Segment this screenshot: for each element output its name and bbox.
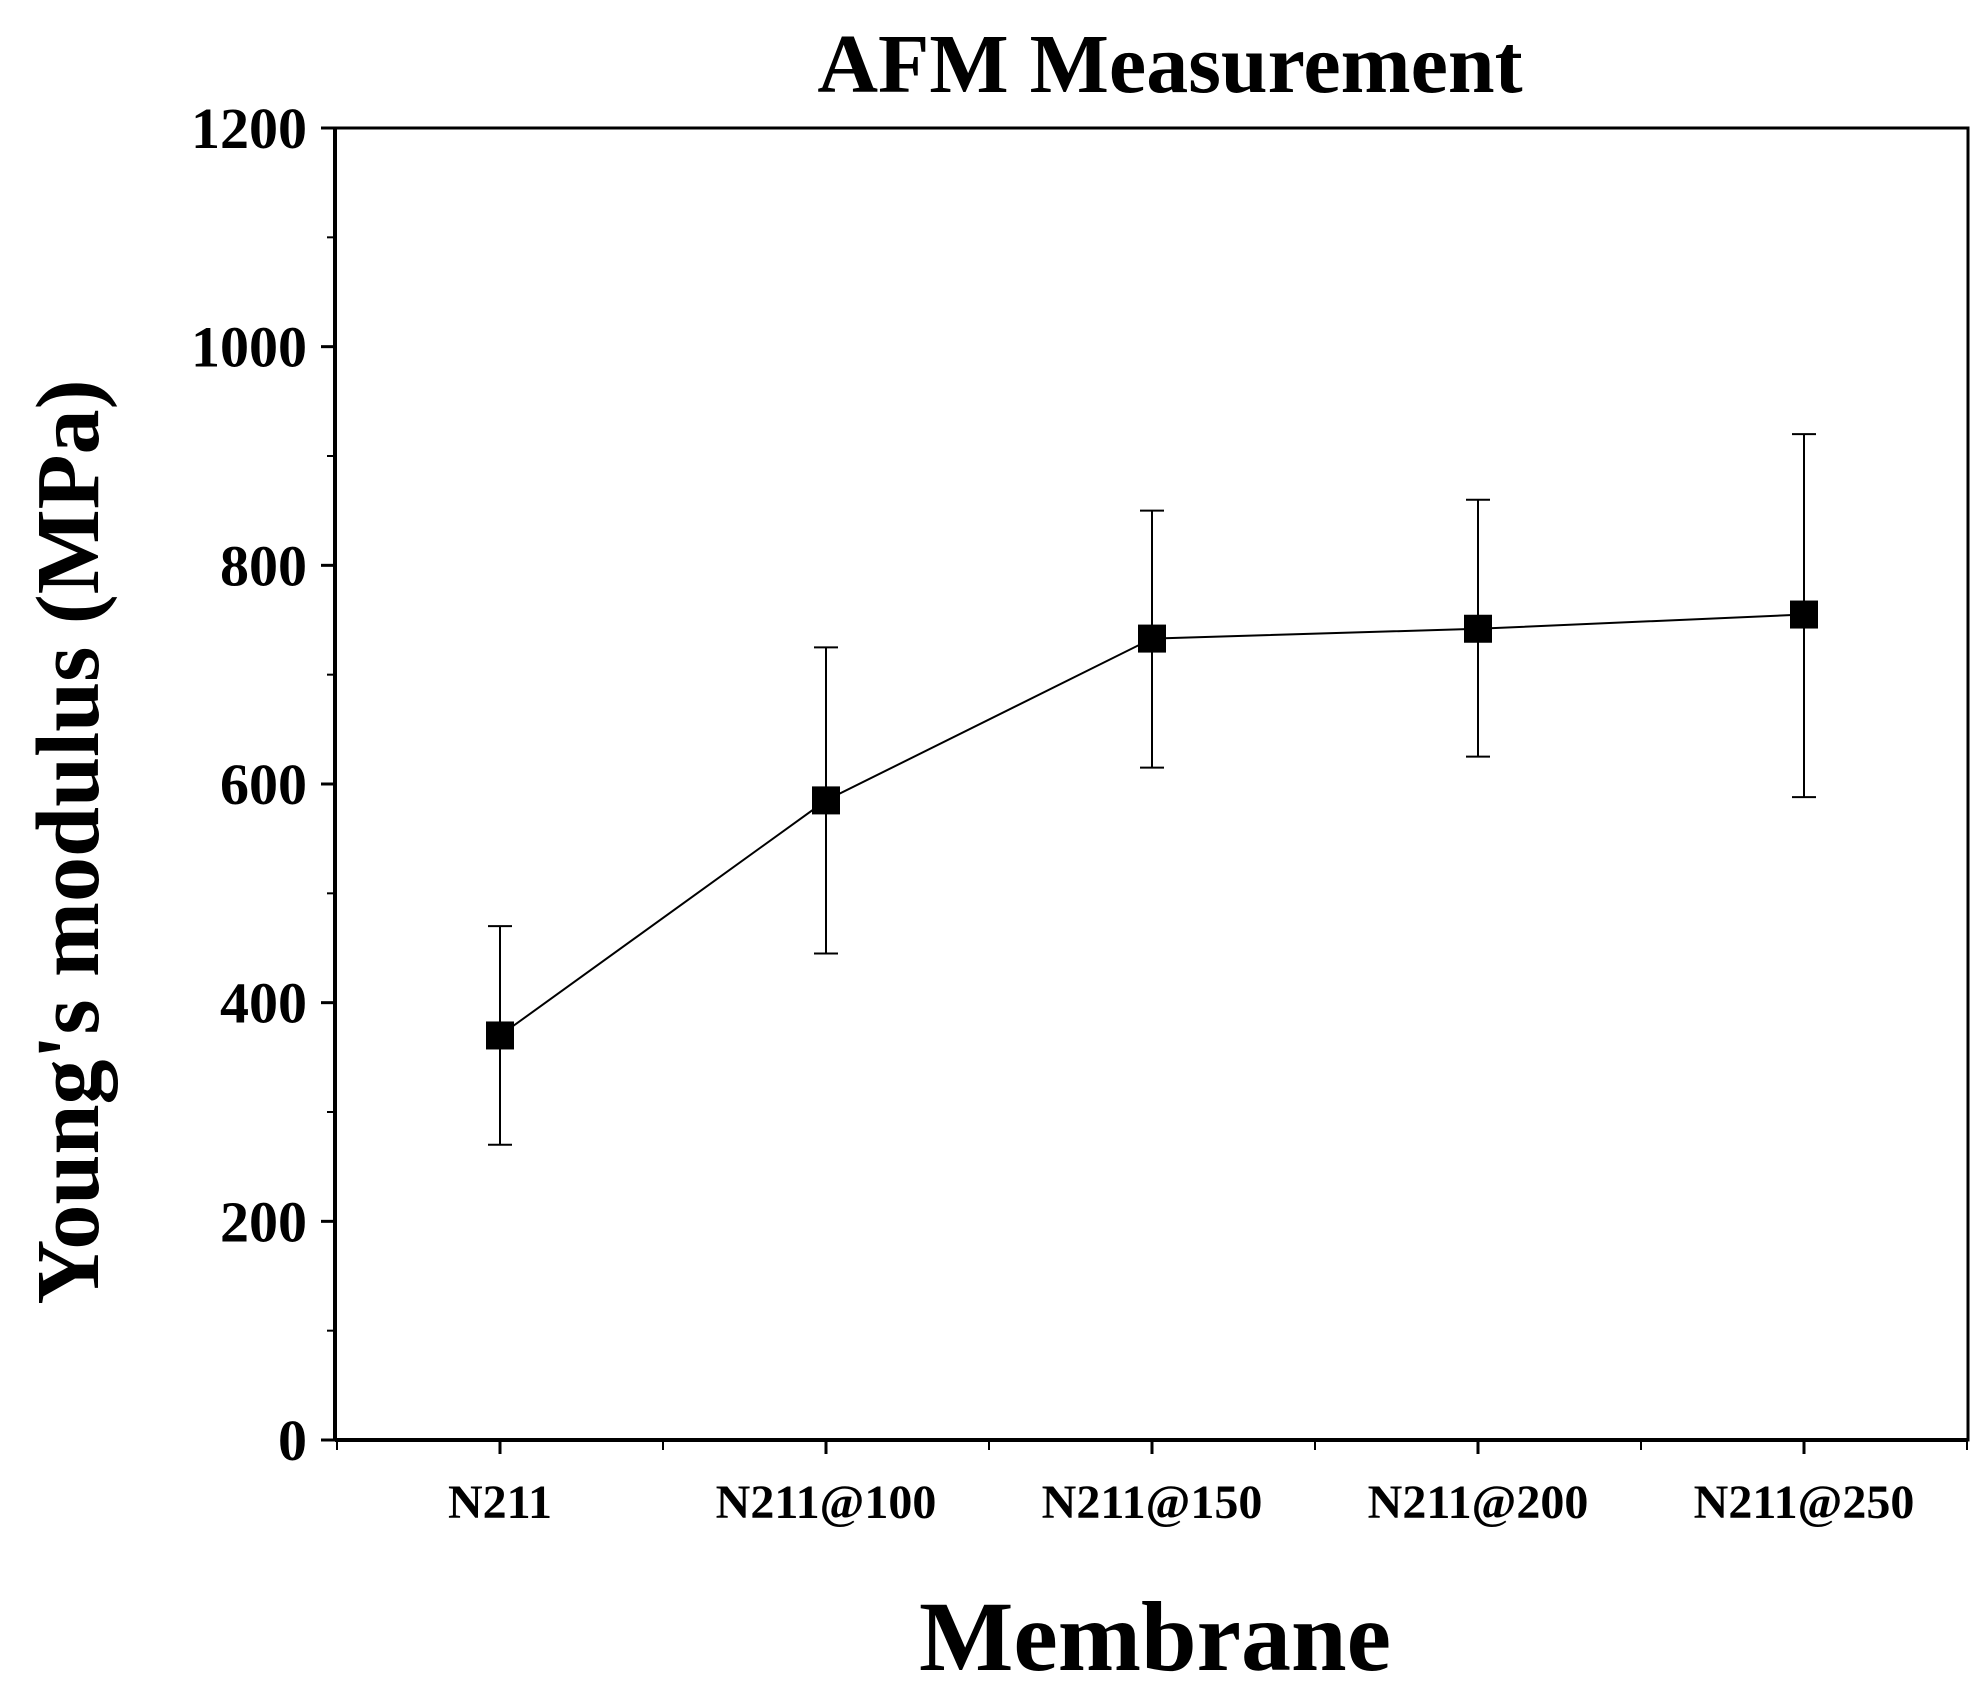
data-point-marker <box>812 786 840 815</box>
x-tick-label: N211@200 <box>1368 1476 1589 1529</box>
plot-border <box>333 126 1970 1442</box>
x-tick-label: N211 <box>448 1476 552 1529</box>
series-layer <box>486 433 1818 1146</box>
data-point-marker <box>1790 600 1818 629</box>
plot-frame <box>333 126 1970 1442</box>
x-tick-label: N211@250 <box>1694 1476 1915 1529</box>
data-point-marker <box>486 1021 514 1050</box>
y-tick-label: 400 <box>220 971 307 1036</box>
y-tick-label: 600 <box>220 752 307 817</box>
y-tick-label: 200 <box>220 1189 307 1254</box>
y-tick-label: 0 <box>278 1408 307 1473</box>
x-axis-ticks: N211 N211@100 N211@150 N211@200 N211@250 <box>336 1440 1968 1529</box>
y-tick-label: 800 <box>220 533 307 598</box>
y-tick-label: 1000 <box>191 315 307 380</box>
x-tick-label: N211@150 <box>1042 1476 1263 1529</box>
chart-title: AFM Measurement <box>817 18 1522 111</box>
x-tick-label: N211@100 <box>716 1476 937 1529</box>
x-axis-title: Membrane <box>919 1581 1391 1692</box>
y-tick-label: 1200 <box>191 96 307 161</box>
y-axis-title: Young's modulus (MPa) <box>19 379 118 1304</box>
data-point-marker <box>1138 624 1166 653</box>
data-point-marker <box>1464 614 1492 643</box>
y-axis-ticks: 0 200 400 600 800 1000 1200 <box>191 96 335 1473</box>
